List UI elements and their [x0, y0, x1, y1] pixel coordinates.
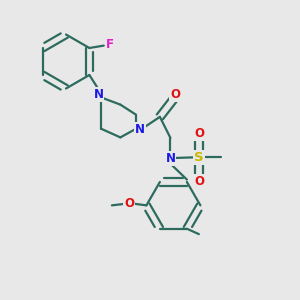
Text: O: O [194, 127, 204, 140]
Text: O: O [124, 197, 134, 210]
Text: N: N [93, 88, 103, 101]
Text: S: S [194, 151, 204, 164]
Text: O: O [194, 175, 204, 188]
Text: N: N [165, 152, 176, 165]
Text: N: N [135, 123, 145, 136]
Text: O: O [170, 88, 180, 101]
Text: F: F [106, 38, 114, 51]
